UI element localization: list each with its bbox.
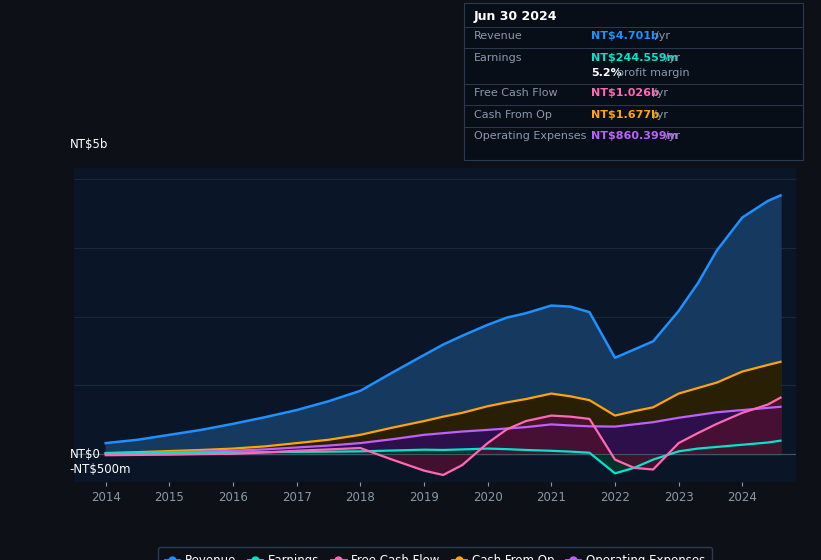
Text: /yr: /yr	[665, 131, 680, 141]
Text: profit margin: profit margin	[617, 68, 690, 78]
Legend: Revenue, Earnings, Free Cash Flow, Cash From Op, Operating Expenses: Revenue, Earnings, Free Cash Flow, Cash …	[158, 547, 713, 560]
Text: Free Cash Flow: Free Cash Flow	[474, 88, 557, 99]
Text: NT$244.559m: NT$244.559m	[591, 53, 678, 63]
Text: NT$4.701b: NT$4.701b	[591, 31, 659, 41]
Text: NT$860.399m: NT$860.399m	[591, 131, 678, 141]
Text: Jun 30 2024: Jun 30 2024	[474, 10, 557, 22]
Text: Operating Expenses: Operating Expenses	[474, 131, 586, 141]
Text: Revenue: Revenue	[474, 31, 522, 41]
Text: -NT$500m: -NT$500m	[70, 463, 131, 476]
Text: /yr: /yr	[653, 110, 667, 120]
Text: /yr: /yr	[655, 31, 670, 41]
Text: Earnings: Earnings	[474, 53, 522, 63]
Text: /yr: /yr	[665, 53, 680, 63]
Text: NT$0: NT$0	[70, 447, 101, 460]
Text: NT$1.677b: NT$1.677b	[591, 110, 659, 120]
Text: Cash From Op: Cash From Op	[474, 110, 552, 120]
Text: NT$1.026b: NT$1.026b	[591, 88, 659, 99]
Text: NT$5b: NT$5b	[70, 138, 108, 151]
Text: /yr: /yr	[653, 88, 667, 99]
Text: 5.2%: 5.2%	[591, 68, 621, 78]
